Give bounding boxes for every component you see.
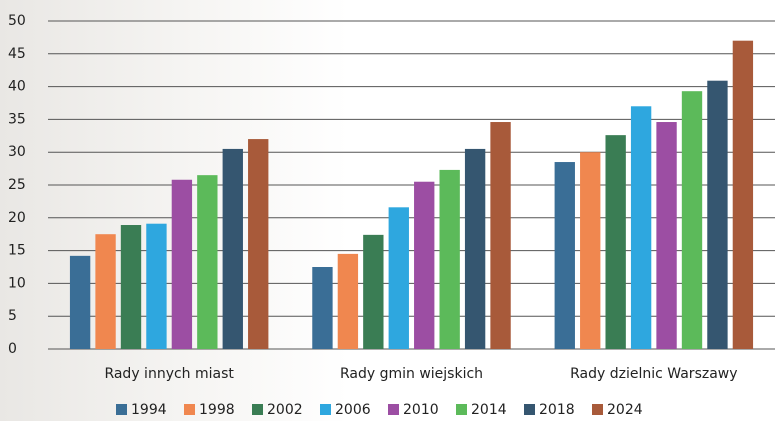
bar (707, 80, 728, 350)
legend-label: 2002 (267, 402, 303, 418)
legend-swatch (320, 404, 331, 415)
bar (580, 152, 601, 349)
bar (414, 181, 435, 349)
y-tick-label: 30 (8, 144, 26, 160)
legend-swatch (592, 404, 603, 415)
bar (732, 40, 754, 350)
bar (490, 122, 511, 349)
legend-label: 2018 (539, 402, 575, 418)
x-tick-label: Rady dzielnic Warszawy (570, 366, 737, 382)
bar (363, 234, 384, 349)
y-tick-label: 45 (8, 46, 26, 62)
x-tick-label: Rady gmin wiejskich (340, 366, 483, 382)
bar (248, 139, 269, 349)
bar (605, 135, 626, 349)
bar (95, 234, 116, 349)
y-tick-label: 15 (8, 243, 26, 259)
bar (656, 122, 677, 349)
bar (630, 106, 652, 349)
y-tick-label: 40 (8, 79, 26, 95)
legend-swatch (388, 404, 399, 415)
y-tick-label: 10 (8, 275, 26, 291)
bar (554, 162, 575, 349)
y-tick-label: 5 (8, 308, 17, 324)
bar (69, 255, 91, 349)
y-tick-label: 25 (8, 177, 26, 193)
bar (146, 223, 167, 349)
y-tick-label: 0 (8, 341, 17, 357)
bar (171, 179, 193, 349)
y-tick-label: 50 (8, 13, 26, 29)
legend-label: 1998 (199, 402, 235, 418)
bar (312, 267, 333, 349)
x-tick-label: Rady innych miast (104, 366, 234, 382)
bar (681, 91, 703, 349)
legend-swatch (116, 404, 127, 415)
bar (337, 253, 359, 349)
bar (197, 175, 218, 349)
bar (222, 148, 243, 349)
legend-swatch (184, 404, 195, 415)
legend-swatch (524, 404, 535, 415)
bar (120, 225, 142, 349)
bar (464, 148, 486, 349)
y-tick-label: 20 (8, 210, 26, 226)
legend-label: 2024 (607, 402, 643, 418)
legend-label: 2006 (335, 402, 371, 418)
legend-swatch (456, 404, 467, 415)
y-tick-label: 35 (8, 111, 26, 127)
legend-swatch (252, 404, 263, 415)
bar (388, 207, 409, 349)
legend-label: 2010 (403, 402, 439, 418)
bar (439, 169, 460, 349)
legend-label: 2014 (471, 402, 507, 418)
legend-label: 1994 (131, 402, 167, 418)
